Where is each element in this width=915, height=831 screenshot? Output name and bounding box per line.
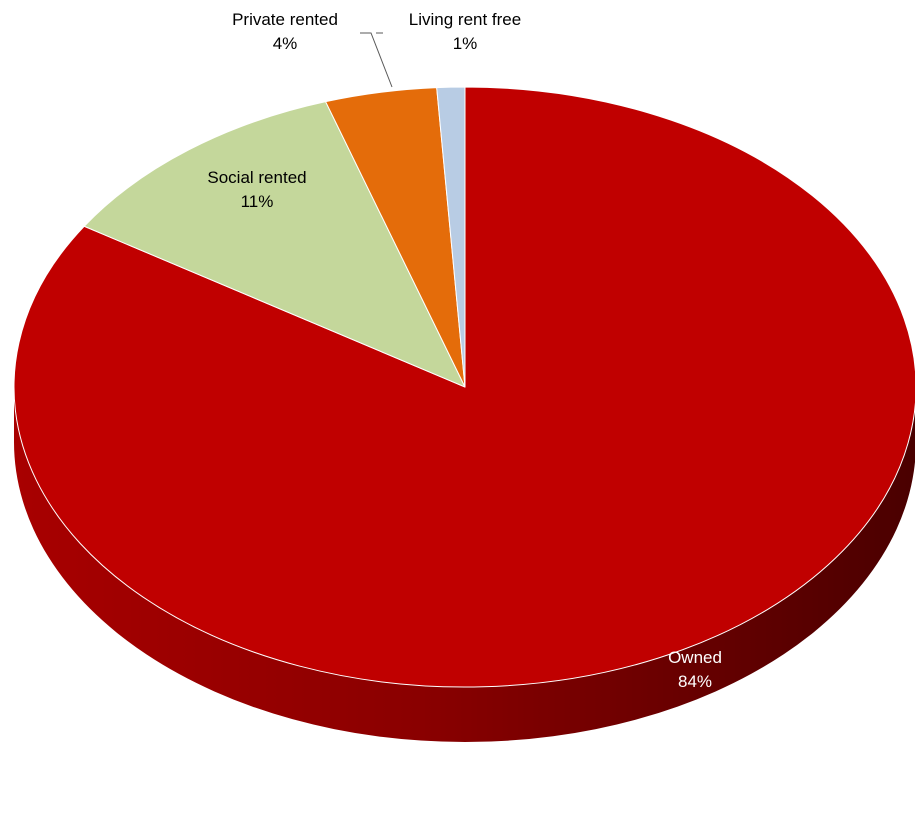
- data-label-social-rented: Social rented 11%: [207, 168, 306, 211]
- data-label-value: 11%: [241, 192, 274, 211]
- data-label-living-rent-free: Living rent free 1%: [409, 10, 521, 53]
- pie-labels: Owned 84% Social rented 11% Private rented 4%…: [207, 10, 722, 691]
- leader-line-private-rented: [360, 32, 393, 88]
- data-label-category: Owned: [668, 648, 722, 667]
- data-label-category: Private rented: [232, 10, 338, 29]
- pie-slice-social-rented: [83, 101, 466, 388]
- data-label-category: Social rented: [207, 168, 306, 187]
- pie-depth: [14, 387, 915, 742]
- data-label-value: 4%: [273, 34, 298, 53]
- data-label-value: 1%: [453, 34, 478, 53]
- data-label-owned: Owned 84%: [668, 648, 722, 691]
- pie-slices: [13, 86, 915, 688]
- pie-slice-living-rent-free: [436, 86, 466, 388]
- data-label-private-rented: Private rented 4%: [232, 10, 338, 53]
- pie-leader-lines: [360, 32, 393, 88]
- data-label-value: 84%: [678, 672, 712, 691]
- pie-side-owned: [14, 387, 915, 742]
- data-label-category: Living rent free: [409, 10, 521, 29]
